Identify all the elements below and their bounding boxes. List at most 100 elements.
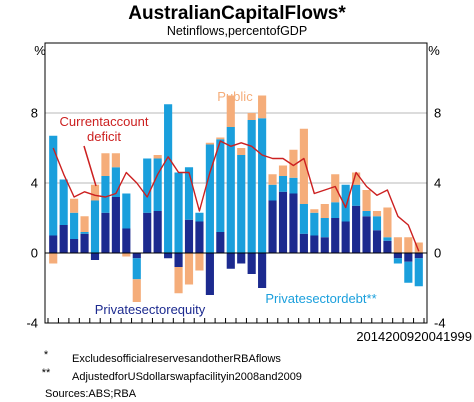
bar-equity-21 (258, 253, 267, 288)
note-2-text: AdjustedforUSdollarswapfacilityin2008and… (72, 371, 302, 383)
bar-equity-25 (299, 233, 308, 253)
bar-equity-6 (101, 212, 110, 253)
bar-equity-36 (414, 253, 423, 259)
bar-public-8 (122, 253, 131, 257)
bar-equity-20 (247, 253, 256, 274)
bar-debt-14 (184, 167, 194, 220)
bar-public-33 (383, 207, 392, 238)
chart-subtitle: Netinflows,percentofGDP (167, 24, 307, 38)
bar-debt-31 (362, 211, 371, 217)
bar-equity-8 (122, 228, 131, 253)
private-equity-label: Privatesectorequity (95, 302, 206, 317)
bar-debt-28 (331, 202, 340, 218)
y-tick-left-0: 0 (31, 246, 38, 261)
bar-debt-10 (143, 158, 152, 213)
bar-public-34 (393, 237, 402, 253)
bar-public-23 (278, 165, 288, 176)
current-account-pointer (83, 145, 97, 187)
bar-equity-11 (153, 211, 162, 253)
bar-debt-8 (122, 193, 131, 229)
bar-debt-23 (278, 176, 288, 192)
bar-equity-3 (70, 239, 79, 253)
bars (49, 95, 423, 302)
y-axis-unit-left: % (34, 43, 46, 58)
current-account-label-line2: deficit (87, 129, 121, 144)
bar-debt-12 (164, 104, 173, 253)
bar-public-22 (268, 174, 277, 185)
bar-debt-19 (237, 155, 246, 253)
y-axis-unit-right: % (428, 43, 440, 58)
y-tick-left--4: -4 (26, 316, 38, 331)
bar-equity-32 (372, 230, 382, 253)
bar-equity-23 (278, 191, 288, 253)
y-tick-left-4: 4 (31, 176, 38, 191)
bar-public-11 (153, 155, 162, 159)
bar-public-36 (414, 242, 423, 253)
bar-equity-30 (352, 205, 361, 253)
bar-debt-26 (310, 212, 319, 236)
bar-debt-2 (59, 179, 68, 225)
bar-public-18 (226, 95, 235, 127)
bar-public-9 (132, 279, 141, 302)
bar-equity-1 (49, 235, 58, 253)
bar-equity-22 (268, 200, 277, 253)
x-tick-marks (47, 318, 425, 323)
bar-equity-14 (184, 219, 194, 253)
bar-debt-29 (341, 184, 350, 222)
bar-public-1 (49, 253, 58, 264)
bar-debt-22 (268, 184, 277, 201)
bar-equity-34 (393, 253, 402, 259)
bar-public-19 (237, 148, 246, 155)
bar-equity-31 (362, 216, 371, 253)
x-axis-labels: 2014200920041999 (356, 329, 472, 344)
bar-equity-10 (143, 212, 152, 253)
bar-equity-12 (164, 253, 173, 259)
bar-equity-2 (59, 225, 68, 253)
public-label: Public (217, 89, 253, 104)
bar-public-3 (70, 198, 79, 213)
y-tick-right-0: 0 (434, 246, 441, 261)
bar-equity-9 (132, 253, 141, 259)
bar-equity-18 (226, 253, 235, 269)
note-2-mark: ** (42, 367, 51, 379)
bar-debt-15 (195, 212, 204, 222)
bar-public-15 (195, 253, 204, 271)
note-1-mark: * (44, 349, 49, 361)
bar-public-6 (101, 153, 110, 176)
bar-equity-24 (289, 193, 298, 253)
bar-equity-27 (320, 237, 329, 253)
current-account-label-line1: Currentaccount (60, 114, 149, 129)
bar-public-13 (174, 267, 183, 294)
bar-debt-3 (70, 212, 79, 239)
bar-debt-25 (299, 204, 308, 234)
y-tick-left-8: 8 (31, 106, 38, 121)
bar-equity-19 (237, 253, 246, 264)
bar-debt-35 (404, 261, 413, 283)
bar-public-28 (331, 174, 340, 203)
bar-debt-32 (372, 216, 382, 231)
chart-title: AustralianCapitalFlows* (128, 3, 346, 24)
sources-note: Sources:ABS;RBA (45, 388, 137, 400)
bar-equity-15 (195, 221, 204, 253)
y-tick-right-4: 4 (434, 176, 441, 191)
private-debt-label: Privatesectordebt** (265, 291, 376, 306)
bar-debt-18 (226, 127, 235, 253)
bar-debt-13 (174, 172, 183, 253)
line-layer (52, 140, 420, 252)
bar-debt-11 (153, 158, 162, 211)
bar-public-26 (310, 209, 319, 213)
y-tick-right-8: 8 (434, 106, 441, 121)
bar-equity-35 (404, 253, 413, 262)
bar-debt-27 (320, 218, 329, 238)
bar-debt-20 (247, 120, 256, 253)
bar-debt-16 (205, 144, 214, 253)
bar-public-30 (352, 172, 361, 185)
bar-debt-7 (111, 167, 120, 197)
current-account-line (52, 140, 420, 252)
bar-debt-9 (132, 258, 141, 280)
bar-public-16 (205, 142, 214, 145)
bar-debt-24 (289, 177, 298, 194)
bar-debt-30 (352, 184, 361, 206)
bar-public-27 (320, 204, 329, 218)
bar-public-20 (247, 113, 256, 120)
